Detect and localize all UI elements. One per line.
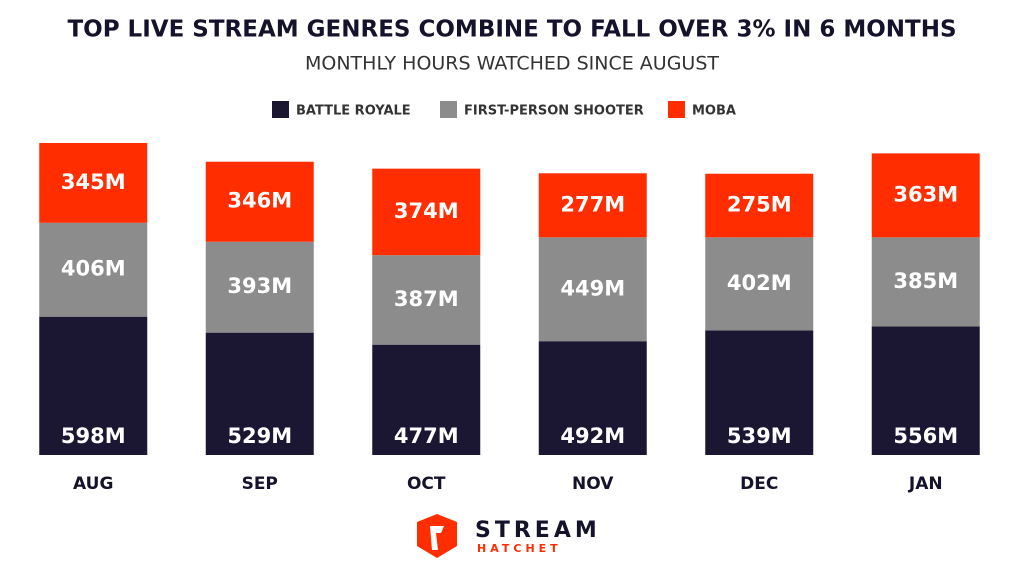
value-label: 556M (893, 424, 958, 448)
logo-icon (417, 514, 457, 558)
legend-swatch (440, 101, 457, 118)
legend-swatch (668, 101, 685, 118)
bar-segment (538, 173, 647, 238)
bar-segment (205, 161, 314, 242)
value-label: 387M (394, 287, 459, 311)
value-label: 539M (727, 424, 792, 448)
value-label: 529M (227, 424, 292, 448)
value-label: 363M (893, 182, 958, 206)
bar-segment (871, 153, 980, 238)
x-tick-label: SEP (242, 474, 278, 494)
bar-segment (705, 237, 814, 331)
bar-segment (205, 332, 314, 455)
chart-subtitle: MONTHLY HOURS WATCHED SINCE AUGUST (305, 53, 719, 75)
value-label: 346M (227, 189, 292, 213)
value-label: 374M (394, 199, 459, 223)
bar-segment (538, 237, 647, 342)
legend-label: BATTLE ROYALE (296, 104, 411, 119)
x-tick-label: DEC (740, 474, 778, 494)
legend-label: MOBA (692, 104, 736, 119)
bar-segment (39, 142, 148, 223)
value-label: 492M (560, 424, 625, 448)
bar-segment (39, 222, 148, 317)
brand-subname: HATCHET (477, 542, 562, 555)
brand-name: STREAM (475, 518, 601, 543)
value-label: 406M (61, 257, 126, 281)
value-label: 402M (727, 271, 792, 295)
bar-segment (372, 255, 481, 345)
logo: STREAM HATCHET (417, 514, 601, 558)
legend-label: FIRST-PERSON SHOOTER (464, 104, 644, 119)
x-tick-label: NOV (572, 474, 614, 494)
value-label: 277M (560, 192, 625, 216)
value-label: 385M (893, 269, 958, 293)
x-tick-label: OCT (407, 474, 446, 494)
x-tick-label: AUG (73, 474, 113, 494)
value-label: 345M (61, 170, 126, 194)
logo-glyph (430, 526, 444, 550)
bar-segment (372, 168, 481, 256)
legend-swatch (272, 101, 289, 118)
bar-segment (705, 173, 814, 238)
value-label: 477M (394, 424, 459, 448)
bar-segment (372, 344, 481, 455)
value-label: 393M (227, 274, 292, 298)
bar-segment (705, 330, 814, 455)
value-label: 449M (560, 276, 625, 300)
value-label: 598M (61, 424, 126, 448)
bar-segment (538, 341, 647, 455)
bar-segment (39, 316, 148, 455)
bar-segment (871, 237, 980, 327)
value-label: 275M (727, 193, 792, 217)
bar-segment (871, 326, 980, 455)
chart-title: TOP LIVE STREAM GENRES COMBINE TO FALL O… (67, 17, 956, 43)
bar-segment (205, 241, 314, 333)
x-tick-label: JAN (908, 474, 943, 494)
